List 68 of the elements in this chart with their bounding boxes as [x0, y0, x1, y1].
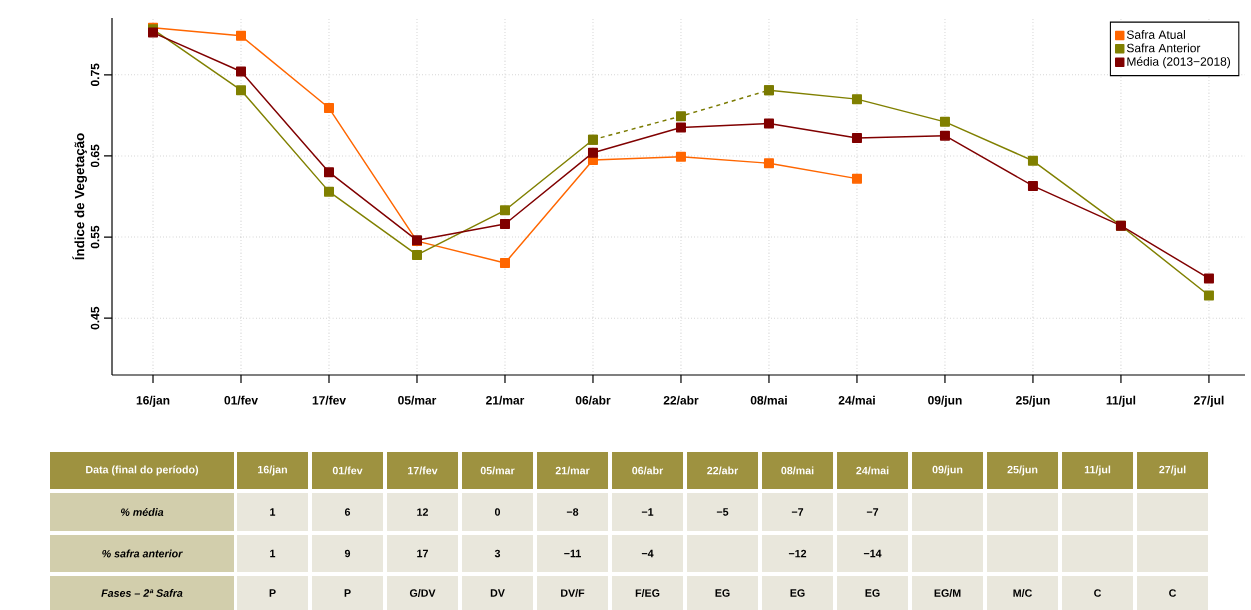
- text: −8: [566, 508, 579, 516]
- category-label: 01/fev: [332, 466, 363, 475]
- x-tick-label: 25/jun: [1016, 395, 1050, 407]
- legend-label: Safra Anterior: [1126, 43, 1201, 53]
- text: EG: [790, 589, 805, 597]
- text: P: [344, 589, 351, 597]
- x-tick-label: 17/fev: [312, 395, 346, 405]
- text: G/DV: [409, 589, 436, 597]
- x-tick-label: 09/jun: [928, 395, 962, 407]
- category-label: 09/jun: [932, 465, 963, 476]
- text: 6: [344, 508, 351, 516]
- y-tick-label: 0.65: [90, 144, 100, 168]
- y-tick-label: 0.55: [90, 225, 100, 249]
- category-label: 08/mai: [781, 466, 814, 475]
- category-label: 17/fev: [408, 466, 438, 475]
- x-tick-label: 27/jul: [1194, 395, 1224, 407]
- text: 17: [417, 549, 428, 558]
- x-tick-label: 05/mar: [398, 395, 437, 405]
- category-label: 27/jul: [1159, 465, 1186, 476]
- text: −14: [863, 549, 882, 558]
- text: −11: [564, 549, 581, 558]
- y-tick-label: 0.75: [90, 63, 100, 86]
- text: C: [1094, 589, 1102, 597]
- text: % safra anterior: [102, 549, 183, 558]
- text: −7: [791, 508, 804, 516]
- text: C: [1169, 589, 1177, 597]
- legend-label: Média (2013−2018): [1127, 56, 1231, 69]
- text: 0: [494, 508, 501, 516]
- category-label: 16/jan: [258, 465, 287, 476]
- x-tick-label: 16/jan: [136, 395, 170, 407]
- text: −12: [788, 549, 807, 558]
- text: EG: [715, 589, 730, 597]
- text: Fases – 2ª Safra: [101, 589, 183, 597]
- category-label: 24/mai: [856, 466, 889, 475]
- text: Data (final do período): [86, 465, 199, 476]
- text: F/EG: [635, 589, 660, 597]
- text: 9: [344, 549, 351, 558]
- x-tick-label: 01/fev: [224, 395, 258, 405]
- text: P: [269, 589, 276, 597]
- text: 12: [417, 508, 429, 516]
- category-label: 11/jul: [1084, 465, 1111, 476]
- category-label: 22/abr: [707, 466, 739, 475]
- category-label: 06/abr: [632, 466, 664, 475]
- text: −7: [866, 508, 879, 516]
- text: 1: [270, 549, 276, 558]
- x-tick-label: 06/abr: [575, 395, 611, 405]
- x-tick-label: 24/mai: [838, 395, 875, 405]
- x-tick-label: 11/jul: [1106, 395, 1136, 407]
- text: DV: [490, 589, 505, 597]
- category-label: 05/mar: [480, 466, 515, 475]
- x-tick-label: 21/mar: [486, 395, 525, 405]
- text: EG: [865, 589, 880, 597]
- text: % média: [120, 508, 164, 516]
- x-tick-label: 22/abr: [663, 395, 699, 405]
- y-axis-title: Índice de Vegetação: [72, 133, 87, 260]
- y-tick-label: 0.45: [90, 306, 100, 330]
- category-label: 25/jun: [1007, 465, 1038, 476]
- text: 3: [494, 549, 501, 558]
- text: 1: [270, 508, 276, 516]
- text: DV/F: [561, 589, 585, 597]
- text: −4: [641, 549, 654, 558]
- legend-label: Safra Atual: [1126, 30, 1185, 39]
- text: M/C: [1013, 589, 1032, 597]
- text: EG/M: [934, 589, 961, 597]
- category-label: 21/mar: [555, 466, 590, 475]
- text: −5: [716, 508, 729, 516]
- x-tick-label: 08/mai: [750, 395, 787, 405]
- text: −1: [641, 508, 654, 516]
